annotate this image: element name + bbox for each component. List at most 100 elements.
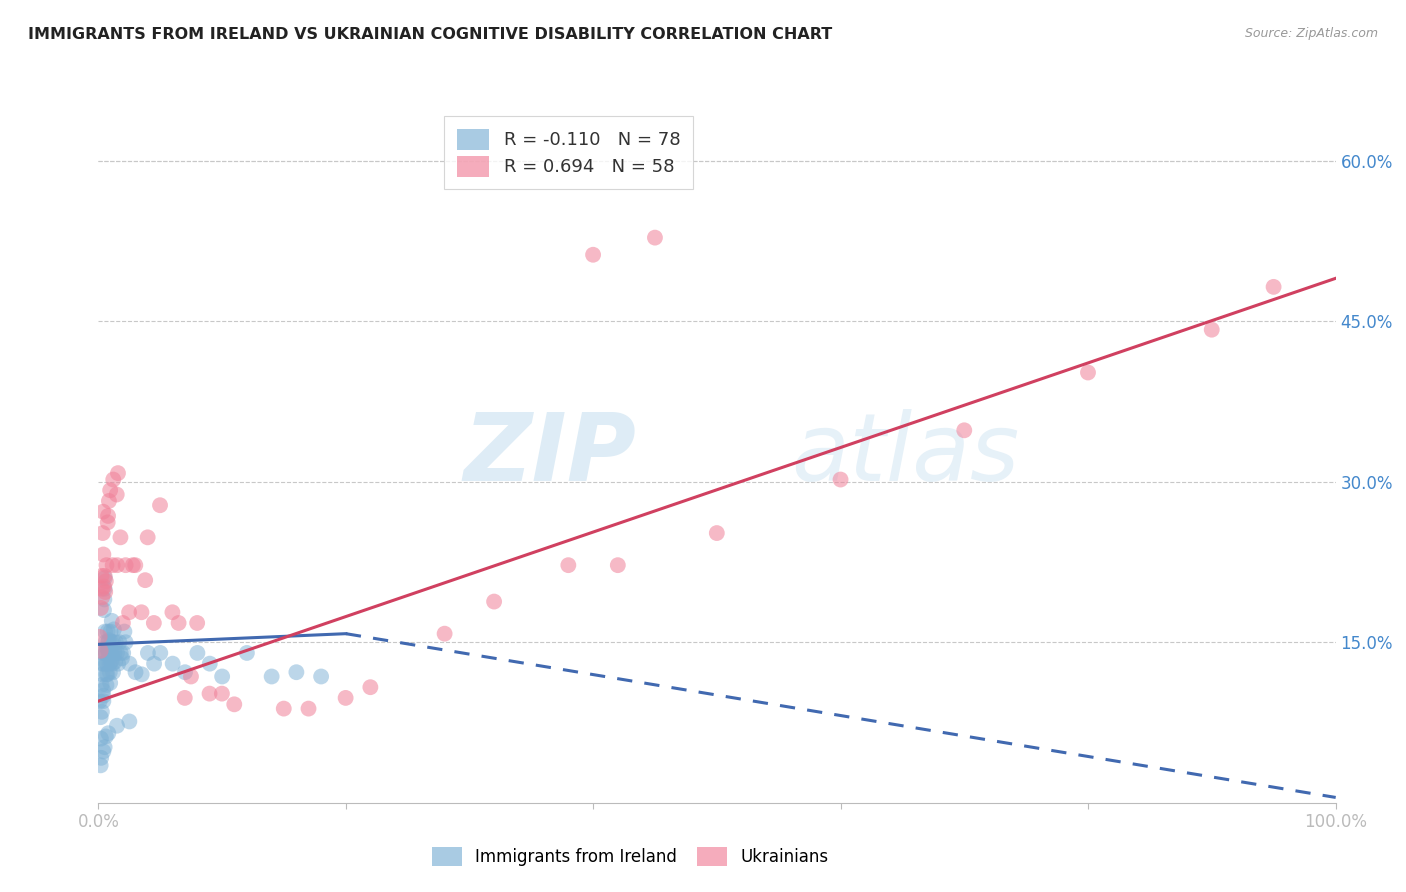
Point bbox=[111, 615, 134, 630]
Point bbox=[110, 646, 132, 660]
Point bbox=[97, 644, 120, 658]
Point bbox=[103, 473, 125, 487]
Point bbox=[100, 635, 122, 649]
Point bbox=[114, 558, 136, 573]
Point bbox=[104, 635, 127, 649]
Point bbox=[107, 657, 129, 671]
Point bbox=[118, 714, 141, 729]
Point bbox=[90, 758, 112, 772]
Point bbox=[94, 574, 117, 589]
Point bbox=[94, 585, 117, 599]
Point bbox=[174, 665, 197, 680]
Point bbox=[309, 669, 332, 683]
Point bbox=[1263, 280, 1285, 294]
Point bbox=[90, 644, 112, 658]
Point bbox=[94, 646, 117, 660]
Point bbox=[96, 678, 118, 692]
Point bbox=[96, 667, 118, 681]
Point bbox=[162, 657, 184, 671]
Point bbox=[606, 558, 628, 573]
Point bbox=[90, 731, 112, 746]
Point bbox=[94, 571, 117, 585]
Point bbox=[198, 657, 221, 671]
Point bbox=[91, 505, 114, 519]
Point bbox=[260, 669, 283, 683]
Point bbox=[90, 710, 112, 724]
Text: IMMIGRANTS FROM IRELAND VS UKRAINIAN COGNITIVE DISABILITY CORRELATION CHART: IMMIGRANTS FROM IRELAND VS UKRAINIAN COG… bbox=[28, 27, 832, 42]
Point bbox=[108, 635, 131, 649]
Point bbox=[93, 740, 115, 755]
Point bbox=[105, 646, 128, 660]
Point bbox=[273, 701, 295, 715]
Point bbox=[91, 591, 114, 605]
Point bbox=[93, 603, 115, 617]
Point bbox=[96, 657, 118, 671]
Point bbox=[112, 646, 135, 660]
Point bbox=[93, 689, 115, 703]
Point bbox=[644, 230, 666, 244]
Point bbox=[173, 690, 195, 705]
Point bbox=[104, 655, 127, 669]
Point bbox=[1201, 323, 1223, 337]
Point bbox=[94, 730, 117, 744]
Point bbox=[93, 694, 115, 708]
Point bbox=[224, 698, 246, 712]
Point bbox=[90, 678, 112, 692]
Point bbox=[124, 558, 146, 573]
Point bbox=[482, 594, 505, 608]
Point bbox=[118, 605, 141, 619]
Point bbox=[433, 626, 456, 640]
Point bbox=[94, 657, 117, 671]
Point bbox=[93, 569, 115, 583]
Point bbox=[98, 676, 121, 690]
Point bbox=[90, 705, 112, 719]
Point bbox=[103, 635, 125, 649]
Point bbox=[91, 646, 114, 660]
Point bbox=[98, 665, 121, 680]
Point bbox=[96, 667, 118, 681]
Point bbox=[110, 530, 132, 544]
Point bbox=[180, 669, 202, 683]
Point bbox=[830, 473, 852, 487]
Point bbox=[91, 667, 114, 681]
Point bbox=[93, 744, 115, 758]
Text: atlas: atlas bbox=[792, 409, 1019, 500]
Point bbox=[97, 624, 120, 639]
Point bbox=[121, 558, 143, 573]
Point bbox=[105, 719, 128, 733]
Point bbox=[103, 646, 125, 660]
Point bbox=[93, 580, 115, 594]
Point bbox=[93, 592, 115, 607]
Point bbox=[91, 683, 114, 698]
Point bbox=[91, 526, 114, 541]
Point bbox=[97, 646, 120, 660]
Point bbox=[101, 646, 124, 660]
Point bbox=[953, 423, 976, 437]
Point bbox=[89, 694, 111, 708]
Point bbox=[149, 498, 172, 512]
Point bbox=[211, 687, 233, 701]
Legend: Immigrants from Ireland, Ukrainians: Immigrants from Ireland, Ukrainians bbox=[423, 838, 837, 874]
Point bbox=[136, 646, 159, 660]
Point bbox=[167, 615, 190, 630]
Point bbox=[136, 530, 159, 544]
Point bbox=[96, 640, 118, 655]
Point bbox=[89, 630, 111, 644]
Point bbox=[101, 657, 124, 671]
Point bbox=[131, 605, 153, 619]
Point bbox=[103, 623, 125, 637]
Point bbox=[143, 657, 166, 671]
Point bbox=[90, 582, 112, 596]
Point bbox=[90, 569, 112, 583]
Point bbox=[97, 633, 120, 648]
Point bbox=[94, 635, 117, 649]
Point bbox=[105, 558, 128, 573]
Point bbox=[100, 655, 122, 669]
Point bbox=[114, 635, 136, 649]
Point bbox=[107, 466, 129, 480]
Point bbox=[211, 669, 233, 683]
Point bbox=[93, 657, 115, 671]
Point bbox=[101, 665, 124, 680]
Point bbox=[162, 605, 184, 619]
Point bbox=[198, 687, 221, 701]
